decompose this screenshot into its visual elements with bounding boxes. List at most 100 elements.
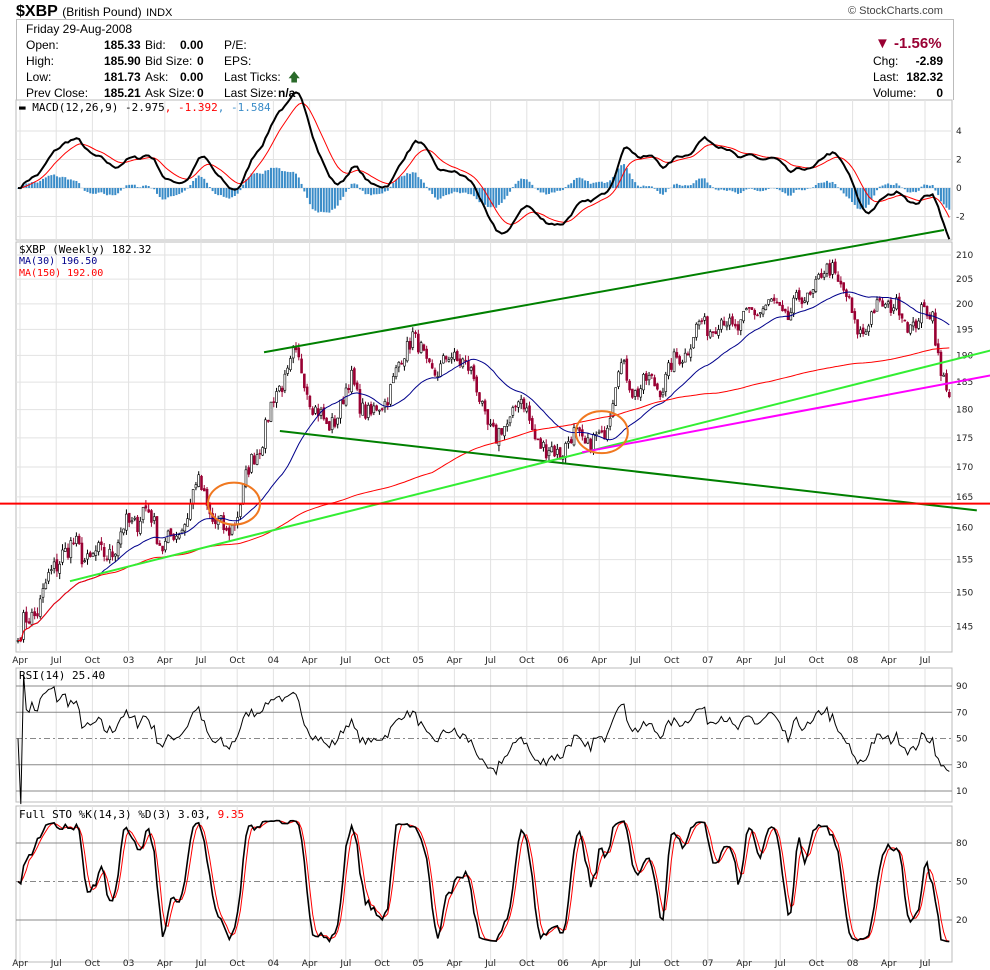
macd-histogram-bar xyxy=(745,188,748,190)
price-candle xyxy=(22,612,25,640)
price-candle xyxy=(642,374,645,391)
macd-histogram-bar xyxy=(164,188,167,200)
macd-tick-label: -2 xyxy=(956,213,965,223)
macd-histogram-bar xyxy=(111,188,114,196)
price-candle xyxy=(800,297,804,305)
price-candle xyxy=(50,569,53,571)
price-candle xyxy=(66,547,70,558)
price-candle xyxy=(241,483,245,505)
price-candle xyxy=(711,331,715,333)
macd-histogram-bar xyxy=(706,182,709,188)
price-candle xyxy=(350,369,353,393)
x-tick-label: Apr xyxy=(447,959,463,969)
macd-histogram-bar xyxy=(67,179,70,188)
price-candle xyxy=(914,320,918,329)
macd-histogram-bar xyxy=(183,188,186,191)
macd-histogram-bar xyxy=(567,184,570,188)
change-percent: ▼ -1.56% xyxy=(875,35,942,52)
macd-histogram-bar xyxy=(92,188,95,194)
price-candle xyxy=(105,558,109,561)
macd-histogram-bar xyxy=(939,188,942,202)
price-candle xyxy=(828,263,832,276)
macd-histogram-bar xyxy=(105,188,108,196)
price-candle xyxy=(889,299,893,313)
macd-histogram-bar xyxy=(851,188,853,203)
price-candle xyxy=(653,377,656,387)
price-candle xyxy=(475,376,479,393)
price-candle xyxy=(489,423,492,426)
macd-histogram-bar xyxy=(278,168,281,188)
price-candle xyxy=(586,437,590,444)
macd-histogram-bar xyxy=(717,188,720,191)
macd-histogram-bar xyxy=(756,188,759,191)
price-candle xyxy=(909,324,912,334)
ma150-line xyxy=(17,347,950,642)
price-candle xyxy=(842,282,845,291)
price-candle xyxy=(127,512,131,523)
macd-histogram-bar xyxy=(725,188,728,191)
price-candle xyxy=(300,358,303,374)
macd-histogram-bar xyxy=(842,188,845,194)
macd-histogram-bar xyxy=(192,180,195,188)
macd-histogram-bar xyxy=(578,177,581,188)
macd-histogram-bar xyxy=(528,181,531,188)
macd-histogram-bar xyxy=(695,180,698,188)
price-candle xyxy=(820,272,823,278)
macd-histogram-bar xyxy=(723,188,726,191)
macd-histogram-bar xyxy=(258,173,261,188)
price-candle xyxy=(136,516,139,533)
price-candle xyxy=(839,280,843,285)
macd-histogram-bar xyxy=(648,186,651,188)
price-tick-label: 170 xyxy=(956,463,973,473)
macd-histogram-bar xyxy=(358,188,361,190)
macd-histogram-bar xyxy=(506,188,509,196)
price-candle xyxy=(870,311,873,325)
price-candle xyxy=(164,541,167,551)
price-candle xyxy=(686,353,690,356)
x-tick-label: 05 xyxy=(412,656,423,666)
price-candle xyxy=(761,308,765,315)
price-candle xyxy=(486,409,490,425)
pe-label: P/E: xyxy=(224,38,247,52)
price-candle xyxy=(91,553,95,557)
macd-histogram-bar xyxy=(639,186,642,188)
macd-histogram-bar xyxy=(108,188,111,195)
price-candle xyxy=(380,408,384,411)
price-candle xyxy=(417,333,420,353)
macd-histogram-bar xyxy=(917,188,920,191)
macd-histogram-bar xyxy=(800,188,803,191)
macd-histogram-bar xyxy=(408,173,411,188)
price-candle xyxy=(339,399,342,419)
macd-histogram-bar xyxy=(795,188,798,190)
ma30-line xyxy=(17,291,950,642)
price-candle xyxy=(514,405,517,408)
macd-histogram-bar xyxy=(645,186,648,188)
macd-histogram-bar xyxy=(378,188,381,194)
price-candle xyxy=(364,404,367,419)
price-candle xyxy=(872,310,876,314)
price-candle xyxy=(672,351,676,372)
macd-histogram-bar xyxy=(322,188,325,213)
macd-histogram-bar xyxy=(239,188,242,191)
price-candle xyxy=(647,375,651,381)
macd-histogram-bar xyxy=(892,184,895,188)
ticks-label: Last Ticks: xyxy=(224,70,281,84)
price-tick-label: 165 xyxy=(956,493,973,503)
macd-histogram-bar xyxy=(895,183,898,188)
macd-histogram-bar xyxy=(269,167,272,188)
macd-histogram-bar xyxy=(912,188,915,192)
price-candle xyxy=(558,447,562,459)
price-candle xyxy=(494,424,498,444)
price-candle xyxy=(500,428,504,435)
x-tick-label: Jul xyxy=(484,959,496,969)
price-candle xyxy=(325,417,328,424)
macd-histogram-bar xyxy=(889,184,892,188)
price-candle xyxy=(681,361,684,364)
macd-histogram-bar xyxy=(281,170,284,188)
macd-histogram-bar xyxy=(742,188,745,192)
macd-histogram-bar xyxy=(848,188,851,199)
macd-histogram-bar xyxy=(898,185,901,188)
macd-histogram-bar xyxy=(86,188,89,193)
macd-histogram-bar xyxy=(759,188,762,192)
